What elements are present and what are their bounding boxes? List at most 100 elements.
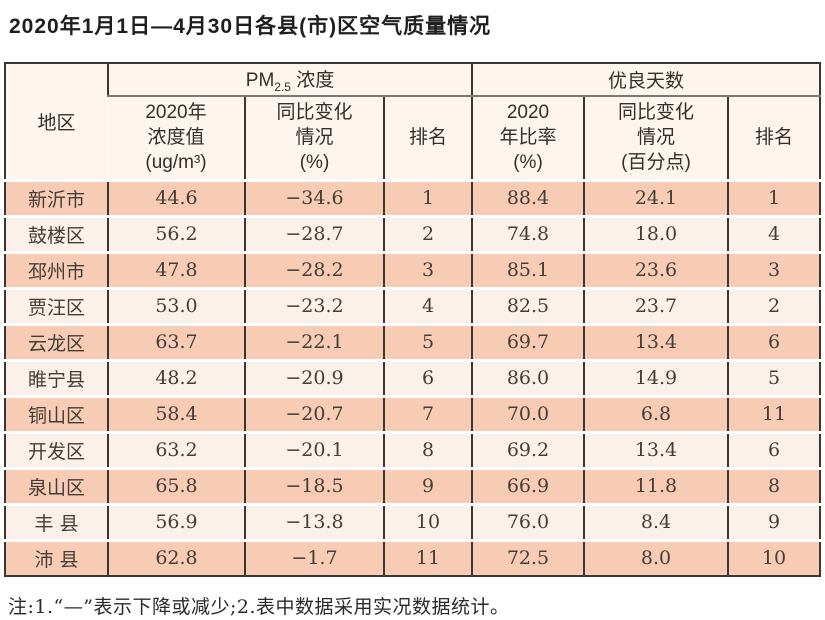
cell-region: 新沂市 <box>5 178 108 216</box>
cell-pm-change: −28.2 <box>244 250 384 288</box>
cell-pm-change: −22.1 <box>244 322 384 360</box>
cell-good-rank: 10 <box>726 538 821 576</box>
table-row: 泉山区 65.8 −18.5 9 66.9 11.8 8 <box>5 466 821 504</box>
table-row: 沛 县 62.8 −1.7 11 72.5 8.0 10 <box>5 538 821 576</box>
page-title: 2020年1月1日—4月30日各县(市)区空气质量情况 <box>9 15 492 38</box>
header-pm-rank: 排名 <box>383 96 472 180</box>
cell-good-ratio: 74.8 <box>471 214 584 252</box>
cell-pm-value: 65.8 <box>107 466 245 504</box>
cell-good-change: 23.6 <box>583 250 728 288</box>
cell-pm-rank: 5 <box>383 322 472 360</box>
cell-good-ratio: 85.1 <box>471 250 584 288</box>
cell-good-change: 13.4 <box>583 322 728 360</box>
table-row: 邳州市 47.8 −28.2 3 85.1 23.6 3 <box>5 250 821 288</box>
table-body: 新沂市 44.6 −34.6 1 88.4 24.1 1 鼓楼区 56.2 −2… <box>5 178 821 576</box>
cell-pm-change: −28.7 <box>244 214 384 252</box>
cell-pm-rank: 1 <box>383 178 472 216</box>
cell-good-rank: 11 <box>726 394 821 432</box>
cell-good-ratio: 88.4 <box>471 178 584 216</box>
header-pm-value: 2020年 浓度值 (ug/m³) <box>108 96 245 180</box>
cell-pm-change: −1.7 <box>244 538 384 576</box>
table-header: 地区 PM2.5 浓度 优良天数 2020年 浓度值 (ug/m³) 同比变化 … <box>5 63 821 180</box>
cell-good-rank: 9 <box>726 502 821 540</box>
cell-good-ratio: 76.0 <box>471 502 584 540</box>
cell-good-rank: 3 <box>726 250 821 288</box>
table-row: 开发区 63.2 −20.1 8 69.2 13.4 6 <box>5 430 821 468</box>
cell-region: 沛 县 <box>5 538 108 576</box>
header-good-ratio: 2020 年比率 (%) <box>471 96 584 180</box>
cell-pm-change: −20.1 <box>244 430 384 468</box>
cell-pm-change: −20.9 <box>244 358 384 396</box>
cell-good-change: 18.0 <box>583 214 728 252</box>
cell-good-change: 24.1 <box>583 178 728 216</box>
header-pm-value-line1: 2020年 <box>145 102 207 124</box>
cell-region: 丰 县 <box>5 502 108 540</box>
cell-good-change: 8.4 <box>583 502 728 540</box>
cell-region: 鼓楼区 <box>5 214 108 252</box>
cell-good-ratio: 69.7 <box>471 322 584 360</box>
cell-pm-value: 47.8 <box>107 250 245 288</box>
cell-pm-rank: 7 <box>383 394 472 432</box>
table-row: 睢宁县 48.2 −20.9 6 86.0 14.9 5 <box>5 358 821 396</box>
table-row: 丰 县 56.9 −13.8 10 76.0 8.4 9 <box>5 502 821 540</box>
cell-region: 贾汪区 <box>5 286 108 324</box>
table-row: 贾汪区 53.0 −23.2 4 82.5 23.7 2 <box>5 286 821 324</box>
pm-subscript: 2.5 <box>274 79 291 94</box>
cell-good-change: 8.0 <box>583 538 728 576</box>
cell-good-ratio: 86.0 <box>471 358 584 396</box>
header-good-change: 同比变化 情况 (百分点) <box>583 96 728 180</box>
cell-good-ratio: 72.5 <box>471 538 584 576</box>
header-pm-change-line3: (%) <box>299 152 330 174</box>
cell-pm-rank: 8 <box>383 430 472 468</box>
cell-good-rank: 1 <box>726 178 821 216</box>
cell-good-change: 6.8 <box>583 394 728 432</box>
cell-pm-value: 56.9 <box>107 502 245 540</box>
header-pm-change-line1: 同比变化 <box>276 102 353 124</box>
cell-pm-rank: 9 <box>383 466 472 504</box>
cell-region: 邳州市 <box>5 250 108 288</box>
cell-pm-value: 63.2 <box>107 430 245 468</box>
cell-pm-rank: 2 <box>383 214 472 252</box>
cell-pm-rank: 10 <box>383 502 472 540</box>
cell-pm-change: −34.6 <box>244 178 384 216</box>
header-pm-change-line2: 情况 <box>295 127 334 149</box>
cell-good-rank: 6 <box>726 322 821 360</box>
header-group-pm25: PM2.5 浓度 <box>107 63 472 97</box>
cell-region: 泉山区 <box>5 466 108 504</box>
cell-good-rank: 4 <box>726 214 821 252</box>
cell-pm-change: −13.8 <box>244 502 384 540</box>
cell-pm-rank: 4 <box>383 286 472 324</box>
cell-pm-change: −20.7 <box>244 394 384 432</box>
pm-label: PM <box>245 70 275 92</box>
cell-pm-value: 48.2 <box>107 358 245 396</box>
cell-pm-value: 56.2 <box>107 214 245 252</box>
cell-good-change: 23.7 <box>583 286 728 324</box>
cell-good-rank: 2 <box>726 286 821 324</box>
table-row: 鼓楼区 56.2 −28.7 2 74.8 18.0 4 <box>5 214 821 252</box>
cell-pm-value: 44.6 <box>107 178 245 216</box>
cell-region: 睢宁县 <box>5 358 108 396</box>
cell-pm-rank: 11 <box>383 538 472 576</box>
cell-good-change: 13.4 <box>583 430 728 468</box>
header-good-ratio-line2: 年比率 <box>499 127 557 149</box>
header-group-good-days: 优良天数 <box>470 63 821 97</box>
header-good-change-line1: 同比变化 <box>617 102 694 124</box>
air-quality-table: 地区 PM2.5 浓度 优良天数 2020年 浓度值 (ug/m³) 同比变化 … <box>4 62 822 577</box>
header-good-change-line3: (百分点) <box>621 152 691 174</box>
cell-region: 开发区 <box>5 430 108 468</box>
cell-good-ratio: 66.9 <box>471 466 584 504</box>
cell-good-ratio: 69.2 <box>471 430 584 468</box>
cell-pm-change: −23.2 <box>244 286 384 324</box>
cell-good-rank: 6 <box>726 430 821 468</box>
header-good-ratio-line3: (%) <box>513 152 543 174</box>
group-header-row: 地区 PM2.5 浓度 优良天数 <box>5 63 821 180</box>
header-region: 地区 <box>5 63 108 180</box>
header-pm-value-line2: 浓度值 <box>147 127 205 149</box>
cell-pm-rank: 3 <box>383 250 472 288</box>
cell-pm-change: −18.5 <box>244 466 384 504</box>
footnote: 注:1.“—”表示下降或减少;2.表中数据采用实况数据统计。 <box>8 596 510 618</box>
header-pm-value-line3: (ug/m³) <box>145 152 207 174</box>
header-pm-change: 同比变化 情况 (%) <box>244 96 384 180</box>
cell-pm-value: 58.4 <box>107 394 245 432</box>
